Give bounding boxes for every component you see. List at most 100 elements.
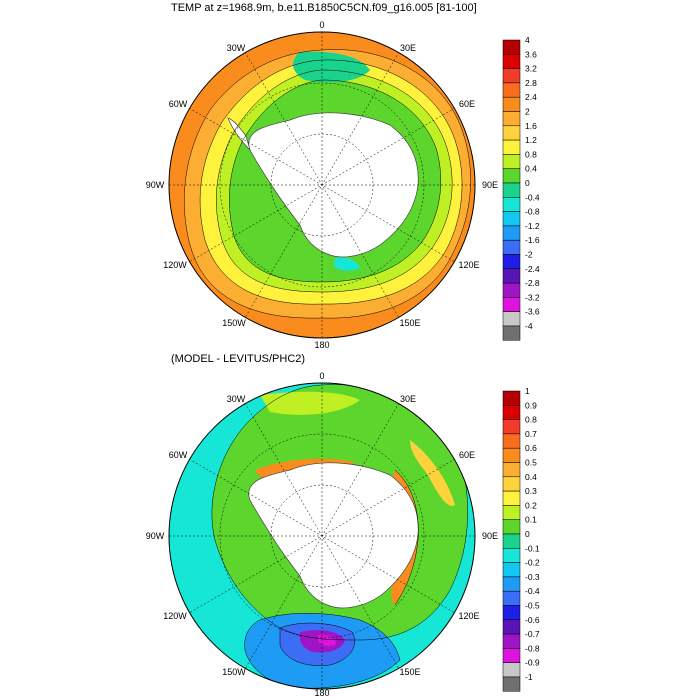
colorbar-tick-label: 1	[525, 386, 530, 396]
colorbar-swatch	[502, 462, 521, 478]
colorbar-tick-label: 0.4	[525, 164, 537, 174]
colorbar-swatch	[502, 297, 521, 312]
lon-label: 90W	[146, 180, 165, 190]
colorbar-tick-label: -1	[525, 672, 533, 682]
colorbar-swatch	[502, 590, 521, 606]
colorbar-swatch	[502, 311, 521, 327]
colorbar-swatch	[502, 182, 521, 198]
colorbar-tick-label: 0.2	[525, 500, 537, 510]
diff-lon-labels: 0 30E 60E 90E 120E 150E 180 150W 120W 90…	[146, 371, 498, 698]
colorbar-tick-label: 2.8	[525, 78, 537, 88]
colorbar-swatch	[502, 519, 521, 535]
colorbar-swatch	[502, 168, 521, 184]
lon-label: 0	[319, 20, 324, 30]
colorbar-swatch	[502, 533, 521, 549]
lon-label: 180	[314, 340, 329, 350]
colorbar-swatch	[502, 268, 521, 284]
lon-label: 0	[319, 371, 324, 381]
panel-title-temp: TEMP at z=1968.9m, b.e11.B1850C5CN.f09_g…	[171, 2, 477, 14]
lon-label: 60E	[459, 450, 475, 460]
lon-label: 30E	[400, 394, 416, 404]
colorbar-tick-label: -2	[525, 250, 533, 260]
lon-label: 120E	[458, 260, 479, 270]
colorbar-swatch	[502, 605, 521, 621]
colorbar-tick-label: -0.6	[525, 615, 540, 625]
colorbar-tick-label: -3.2	[525, 292, 540, 302]
colorbar-tick-label: 0.6	[525, 443, 537, 453]
colorbar-swatch	[502, 562, 521, 578]
colorbar-swatch	[502, 633, 521, 649]
colorbar-swatch	[502, 490, 521, 506]
colorbar-swatch	[502, 405, 521, 420]
colorbar-tick-label: -0.4	[525, 192, 540, 202]
lon-label: 60W	[169, 450, 188, 460]
colorbar-tick-label: -0.5	[525, 601, 540, 611]
colorbar-tick-label: -4	[525, 321, 533, 331]
colorbar-tick-label: 3.6	[525, 49, 537, 59]
colorbar-tick-label: 0.8	[525, 149, 537, 159]
colorbar-tick-label: -1.6	[525, 235, 540, 245]
colorbar-tick-label: -0.7	[525, 629, 540, 639]
lon-label: 120E	[458, 611, 479, 621]
colorbar-tick-label: 0	[525, 529, 530, 539]
colorbar-tick-label: 0.8	[525, 415, 537, 425]
colorbar-swatch	[502, 154, 521, 169]
colorbar-swatch	[502, 82, 521, 98]
colorbar-tick-label: -2.4	[525, 264, 540, 274]
colorbar-swatch	[502, 96, 521, 112]
colorbar-swatch	[502, 476, 521, 492]
panel-title-diff: (MODEL - LEVITUS/PHC2)	[171, 353, 306, 365]
colorbar-tick-label: -2.8	[525, 278, 540, 288]
colorbar-tick-label: -0.8	[525, 207, 540, 217]
colorbar-tick-label: -3.6	[525, 307, 540, 317]
colorbar-swatch	[502, 676, 521, 692]
colorbar-tick-label: -0.9	[525, 658, 540, 668]
colorbar-swatch	[502, 433, 521, 449]
colorbar-swatch	[502, 239, 521, 255]
colorbar-tick-label: 0.9	[525, 400, 537, 410]
lon-label: 60W	[169, 99, 188, 109]
colorbar-tick-label: 0.3	[525, 486, 537, 496]
colorbar-swatch	[502, 254, 521, 270]
lon-label: 90E	[482, 531, 498, 541]
lon-label: 90E	[482, 180, 498, 190]
colorbar-swatch	[502, 54, 521, 69]
lon-label: 150W	[222, 667, 246, 677]
lon-label: 60E	[459, 99, 475, 109]
temp-map	[169, 32, 475, 338]
lon-label: 30E	[400, 43, 416, 53]
colorbar-tick-label: 0.4	[525, 472, 537, 482]
colorbar-swatch	[502, 419, 521, 435]
colorbar-tick-label: -0.3	[525, 572, 540, 582]
colorbar-tick-label: 0	[525, 178, 530, 188]
colorbar-swatch	[502, 68, 521, 84]
colorbar-tick-label: 0.7	[525, 429, 537, 439]
colorbar-tick-label: 2.4	[525, 92, 537, 102]
colorbar-tick-label: -0.4	[525, 586, 540, 596]
colorbar-swatch	[502, 505, 521, 520]
colorbar-swatch	[502, 125, 521, 141]
lon-label: 30W	[227, 43, 246, 53]
colorbar-tick-label: 0.5	[525, 458, 537, 468]
colorbar-tick-label: -0.8	[525, 643, 540, 653]
diff-colorbar: 1 0.9 0.8 0.7 0.6 0.5 0.4 0.3 0.2 0.1 0 -0.1 -0.2 -0.…	[502, 386, 540, 692]
colorbar-tick-label: -1.2	[525, 221, 540, 231]
colorbar-swatch	[502, 576, 521, 592]
colorbar-swatch	[502, 282, 521, 298]
lon-label: 30W	[227, 394, 246, 404]
colorbar-swatch	[502, 111, 521, 127]
colorbar-tick-label: 1.6	[525, 121, 537, 131]
diff-map	[169, 383, 475, 689]
colorbar-swatch	[502, 447, 521, 463]
colorbar-swatch	[502, 197, 521, 212]
lon-label: 180	[314, 688, 329, 698]
colorbar-tick-label: 3.2	[525, 64, 537, 74]
colorbar-swatch	[502, 548, 521, 563]
colorbar-swatch	[502, 662, 521, 678]
colorbar-swatch	[502, 211, 521, 227]
colorbar-swatch	[502, 648, 521, 663]
lon-label: 120W	[163, 611, 187, 621]
colorbar-tick-label: 0.1	[525, 515, 537, 525]
temp-lon-labels: 0 30E 60E 90E 120E 150E 180 150W 120W 90…	[146, 20, 498, 350]
lon-label: 150E	[399, 318, 420, 328]
